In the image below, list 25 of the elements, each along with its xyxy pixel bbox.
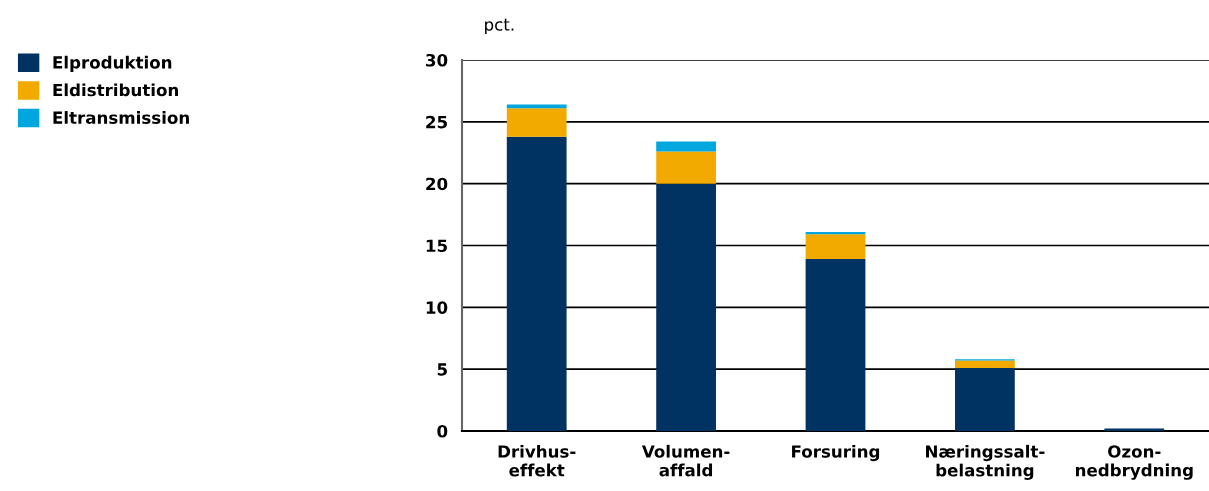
- x-tick-label: Volumen- affald: [641, 444, 730, 477]
- bar: [656, 183, 716, 431]
- legend-label: Eldistribution: [53, 83, 179, 97]
- y-tick-label: 25: [426, 115, 447, 129]
- y-tick-label: 0: [437, 424, 448, 438]
- bar: [506, 136, 567, 431]
- bar: [805, 234, 866, 260]
- bar: [955, 360, 1015, 368]
- y-tick-label: 5: [437, 363, 447, 376]
- x-tick-label: Forsuring: [792, 444, 880, 462]
- x-tick-label: Ozon- nedbrydning: [1075, 445, 1193, 480]
- y-tick-label: 15: [426, 239, 447, 253]
- y-tick-label: 10: [426, 301, 448, 314]
- legend-label: Eltransmission: [53, 111, 189, 124]
- x-tick-label: Drivhus- effekt: [498, 444, 576, 477]
- bar: [656, 151, 716, 184]
- legend-label: Elproduktion: [53, 55, 172, 72]
- bar: [955, 367, 1015, 431]
- y-tick-label: 20: [426, 177, 448, 191]
- bar: [506, 108, 567, 137]
- bar: [805, 259, 866, 431]
- bar: [656, 141, 716, 152]
- y-tick-label: 30: [426, 53, 448, 67]
- y-axis-title: pct.: [485, 18, 514, 35]
- x-tick-label: Næringssalt- belastning: [926, 444, 1045, 480]
